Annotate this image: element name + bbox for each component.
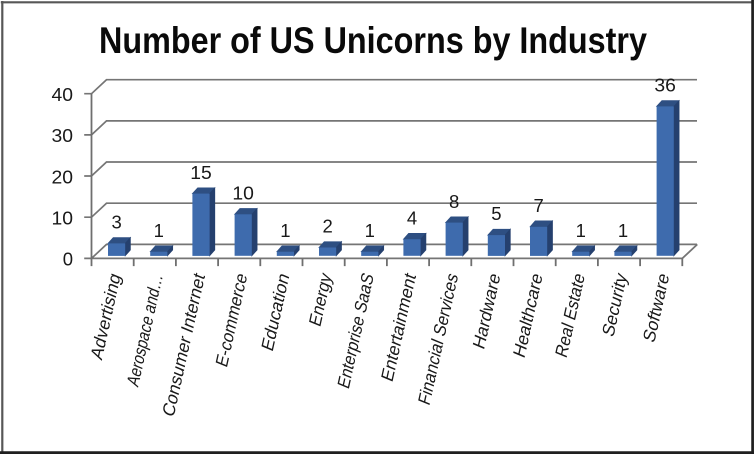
svg-text:36: 36 (654, 75, 676, 96)
svg-text:15: 15 (190, 162, 212, 183)
svg-text:1: 1 (618, 220, 628, 241)
svg-text:5: 5 (491, 203, 501, 224)
svg-text:Number of US Unicorns by Indus: Number of US Unicorns by Industry (99, 20, 647, 61)
svg-text:2: 2 (322, 216, 332, 237)
svg-text:20: 20 (52, 166, 74, 187)
svg-text:0: 0 (63, 249, 73, 270)
svg-text:3: 3 (111, 212, 121, 233)
svg-text:40: 40 (52, 84, 74, 105)
svg-text:4: 4 (407, 207, 417, 228)
svg-text:7: 7 (533, 195, 543, 216)
svg-text:10: 10 (232, 183, 254, 204)
svg-text:1: 1 (365, 220, 375, 241)
svg-text:30: 30 (52, 125, 74, 146)
svg-text:1: 1 (576, 220, 586, 241)
svg-text:8: 8 (449, 191, 459, 212)
svg-text:1: 1 (280, 220, 290, 241)
svg-text:10: 10 (52, 208, 74, 229)
svg-text:1: 1 (154, 220, 164, 241)
